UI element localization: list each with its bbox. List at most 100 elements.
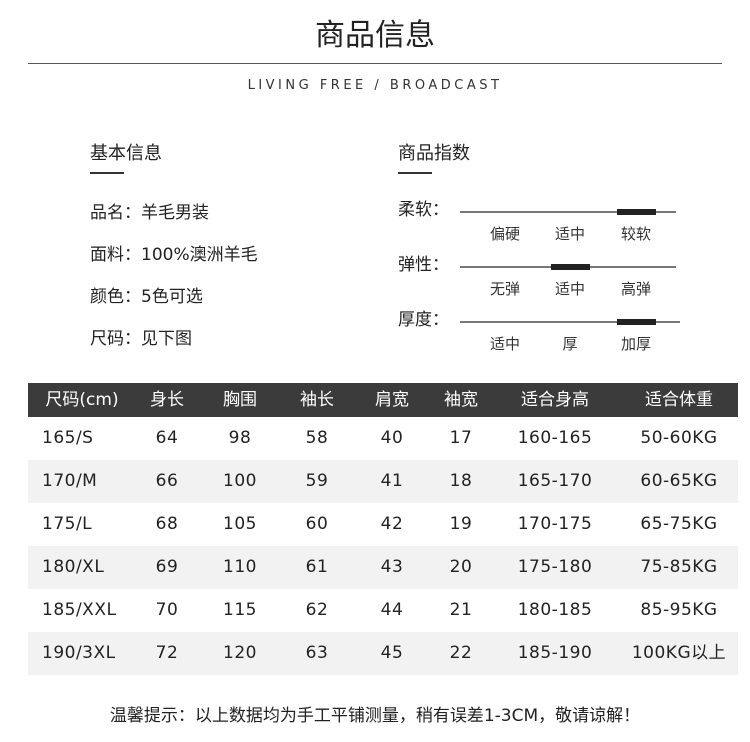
table-cell: 45 xyxy=(352,632,432,675)
table-cell: 115 xyxy=(223,600,257,621)
index-tick-label: 厚 xyxy=(562,335,578,353)
table-row: 190/3XL 72 120 63 45 22 185-190 100KG以上 xyxy=(28,632,738,675)
page-title: 商品信息 xyxy=(315,18,435,53)
column-header: 胸围 xyxy=(198,383,282,417)
table-cell: 170-175 xyxy=(517,514,593,535)
item-value: 见下图 xyxy=(141,329,192,349)
table-cell: 105 xyxy=(223,514,257,535)
table-header-row: 尺码(cm) 身长 胸围 袖长 肩宽 袖宽 适合身高 适合体重 xyxy=(28,383,738,417)
table-cell: 44 xyxy=(380,600,404,621)
basic-info-heading: 基本信息 xyxy=(90,143,162,164)
table-cell: 98 xyxy=(228,428,252,449)
basic-info-item: 面料：100%澳洲羊毛 xyxy=(90,245,258,265)
index-level-marker xyxy=(617,319,656,325)
table-cell: 63 xyxy=(282,632,352,675)
table-cell: 185/XXL xyxy=(42,600,117,621)
table-cell: 180-185 xyxy=(517,600,593,621)
index-track xyxy=(460,211,676,213)
table-row: 185/XXL 70 115 62 44 21 180-185 85-95KG xyxy=(28,589,738,632)
table-cell: 165/S xyxy=(42,428,94,449)
divider xyxy=(28,63,722,64)
table-cell: 65-75KG xyxy=(640,514,718,535)
item-label: 尺码： xyxy=(90,329,141,349)
heading-underline xyxy=(398,172,432,174)
table-row: 170/M 66 100 59 41 18 165-170 60-65KG xyxy=(28,460,738,503)
size-table: 尺码(cm) 身长 胸围 袖长 肩宽 袖宽 适合身高 适合体重 165/S 64 98 58 40 17… xyxy=(28,383,738,675)
heading-underline xyxy=(90,172,124,174)
table-cell: 100KG以上 xyxy=(620,632,738,675)
table-cell: 42 xyxy=(380,514,404,535)
basic-info-item: 尺码：见下图 xyxy=(90,329,192,349)
column-header: 尺码(cm) xyxy=(28,383,136,417)
table-cell: 60-65KG xyxy=(620,460,738,503)
table-cell: 66 xyxy=(136,460,198,503)
index-level-marker xyxy=(617,209,656,215)
table-cell: 60 xyxy=(305,514,329,535)
index-tick-label: 无弹 xyxy=(489,280,520,298)
table-cell: 58 xyxy=(305,428,329,449)
table-cell: 175-180 xyxy=(490,546,620,589)
footer-note: 温馨提示：以上数据均为手工平铺测量，稍有误差1-3CM，敬请谅解！ xyxy=(109,706,641,726)
table-cell: 20 xyxy=(432,546,490,589)
table-cell: 50-60KG xyxy=(640,428,718,449)
product-index-heading: 商品指数 xyxy=(398,143,470,164)
index-label: 柔软： xyxy=(398,200,449,220)
table-cell: 40 xyxy=(380,428,404,449)
table-cell: 190/3XL xyxy=(28,632,136,675)
column-header: 身长 xyxy=(136,383,198,417)
index-level-marker xyxy=(551,264,590,270)
index-tick-label: 适中 xyxy=(554,280,585,298)
column-header: 袖长 xyxy=(282,383,352,417)
index-label: 弹性： xyxy=(398,255,449,275)
table-cell: 175/L xyxy=(42,514,93,535)
basic-info-item: 品名：羊毛男装 xyxy=(90,203,209,223)
table-row: 175/L 68 105 60 42 19 170-175 65-75KG xyxy=(28,503,738,546)
item-label: 面料： xyxy=(90,245,141,265)
column-header: 袖宽 xyxy=(432,383,490,417)
index-tick-label: 适中 xyxy=(554,225,585,243)
table-cell: 21 xyxy=(449,600,473,621)
table-cell: 43 xyxy=(352,546,432,589)
table-cell: 19 xyxy=(449,514,473,535)
table-cell: 69 xyxy=(136,546,198,589)
table-cell: 75-85KG xyxy=(620,546,738,589)
table-cell: 68 xyxy=(155,514,179,535)
index-track xyxy=(460,321,680,323)
column-header: 肩宽 xyxy=(352,383,432,417)
index-tick-label: 高弹 xyxy=(620,280,651,298)
table-cell: 165-170 xyxy=(490,460,620,503)
table-cell: 62 xyxy=(305,600,329,621)
table-cell: 120 xyxy=(198,632,282,675)
table-cell: 170/M xyxy=(28,460,136,503)
item-label: 颜色： xyxy=(90,287,141,307)
index-tick-label: 较软 xyxy=(620,225,651,243)
column-header: 适合体重 xyxy=(620,383,738,417)
index-tick-label: 加厚 xyxy=(620,335,651,353)
table-row: 165/S 64 98 58 40 17 160-165 50-60KG xyxy=(28,417,738,460)
table-cell: 59 xyxy=(282,460,352,503)
table-cell: 185-190 xyxy=(490,632,620,675)
table-cell: 18 xyxy=(432,460,490,503)
page-subtitle: LIVING FREE / BROADCAST xyxy=(247,78,503,93)
table-cell: 85-95KG xyxy=(640,600,718,621)
item-value: 100%澳洲羊毛 xyxy=(141,245,258,265)
table-cell: 41 xyxy=(352,460,432,503)
table-cell: 64 xyxy=(155,428,179,449)
table-cell: 72 xyxy=(136,632,198,675)
index-label: 厚度： xyxy=(398,310,449,330)
column-header: 适合身高 xyxy=(490,383,620,417)
table-cell: 110 xyxy=(198,546,282,589)
table-cell: 17 xyxy=(449,428,473,449)
item-value: 5色可选 xyxy=(141,287,203,307)
index-tick-label: 偏硬 xyxy=(489,225,520,243)
table-cell: 61 xyxy=(282,546,352,589)
table-cell: 22 xyxy=(432,632,490,675)
table-cell: 180/XL xyxy=(28,546,136,589)
item-value: 羊毛男装 xyxy=(141,203,209,223)
item-label: 品名： xyxy=(90,203,141,223)
table-cell: 100 xyxy=(198,460,282,503)
index-tick-label: 适中 xyxy=(489,335,520,353)
table-cell: 160-165 xyxy=(517,428,593,449)
table-cell: 70 xyxy=(155,600,179,621)
